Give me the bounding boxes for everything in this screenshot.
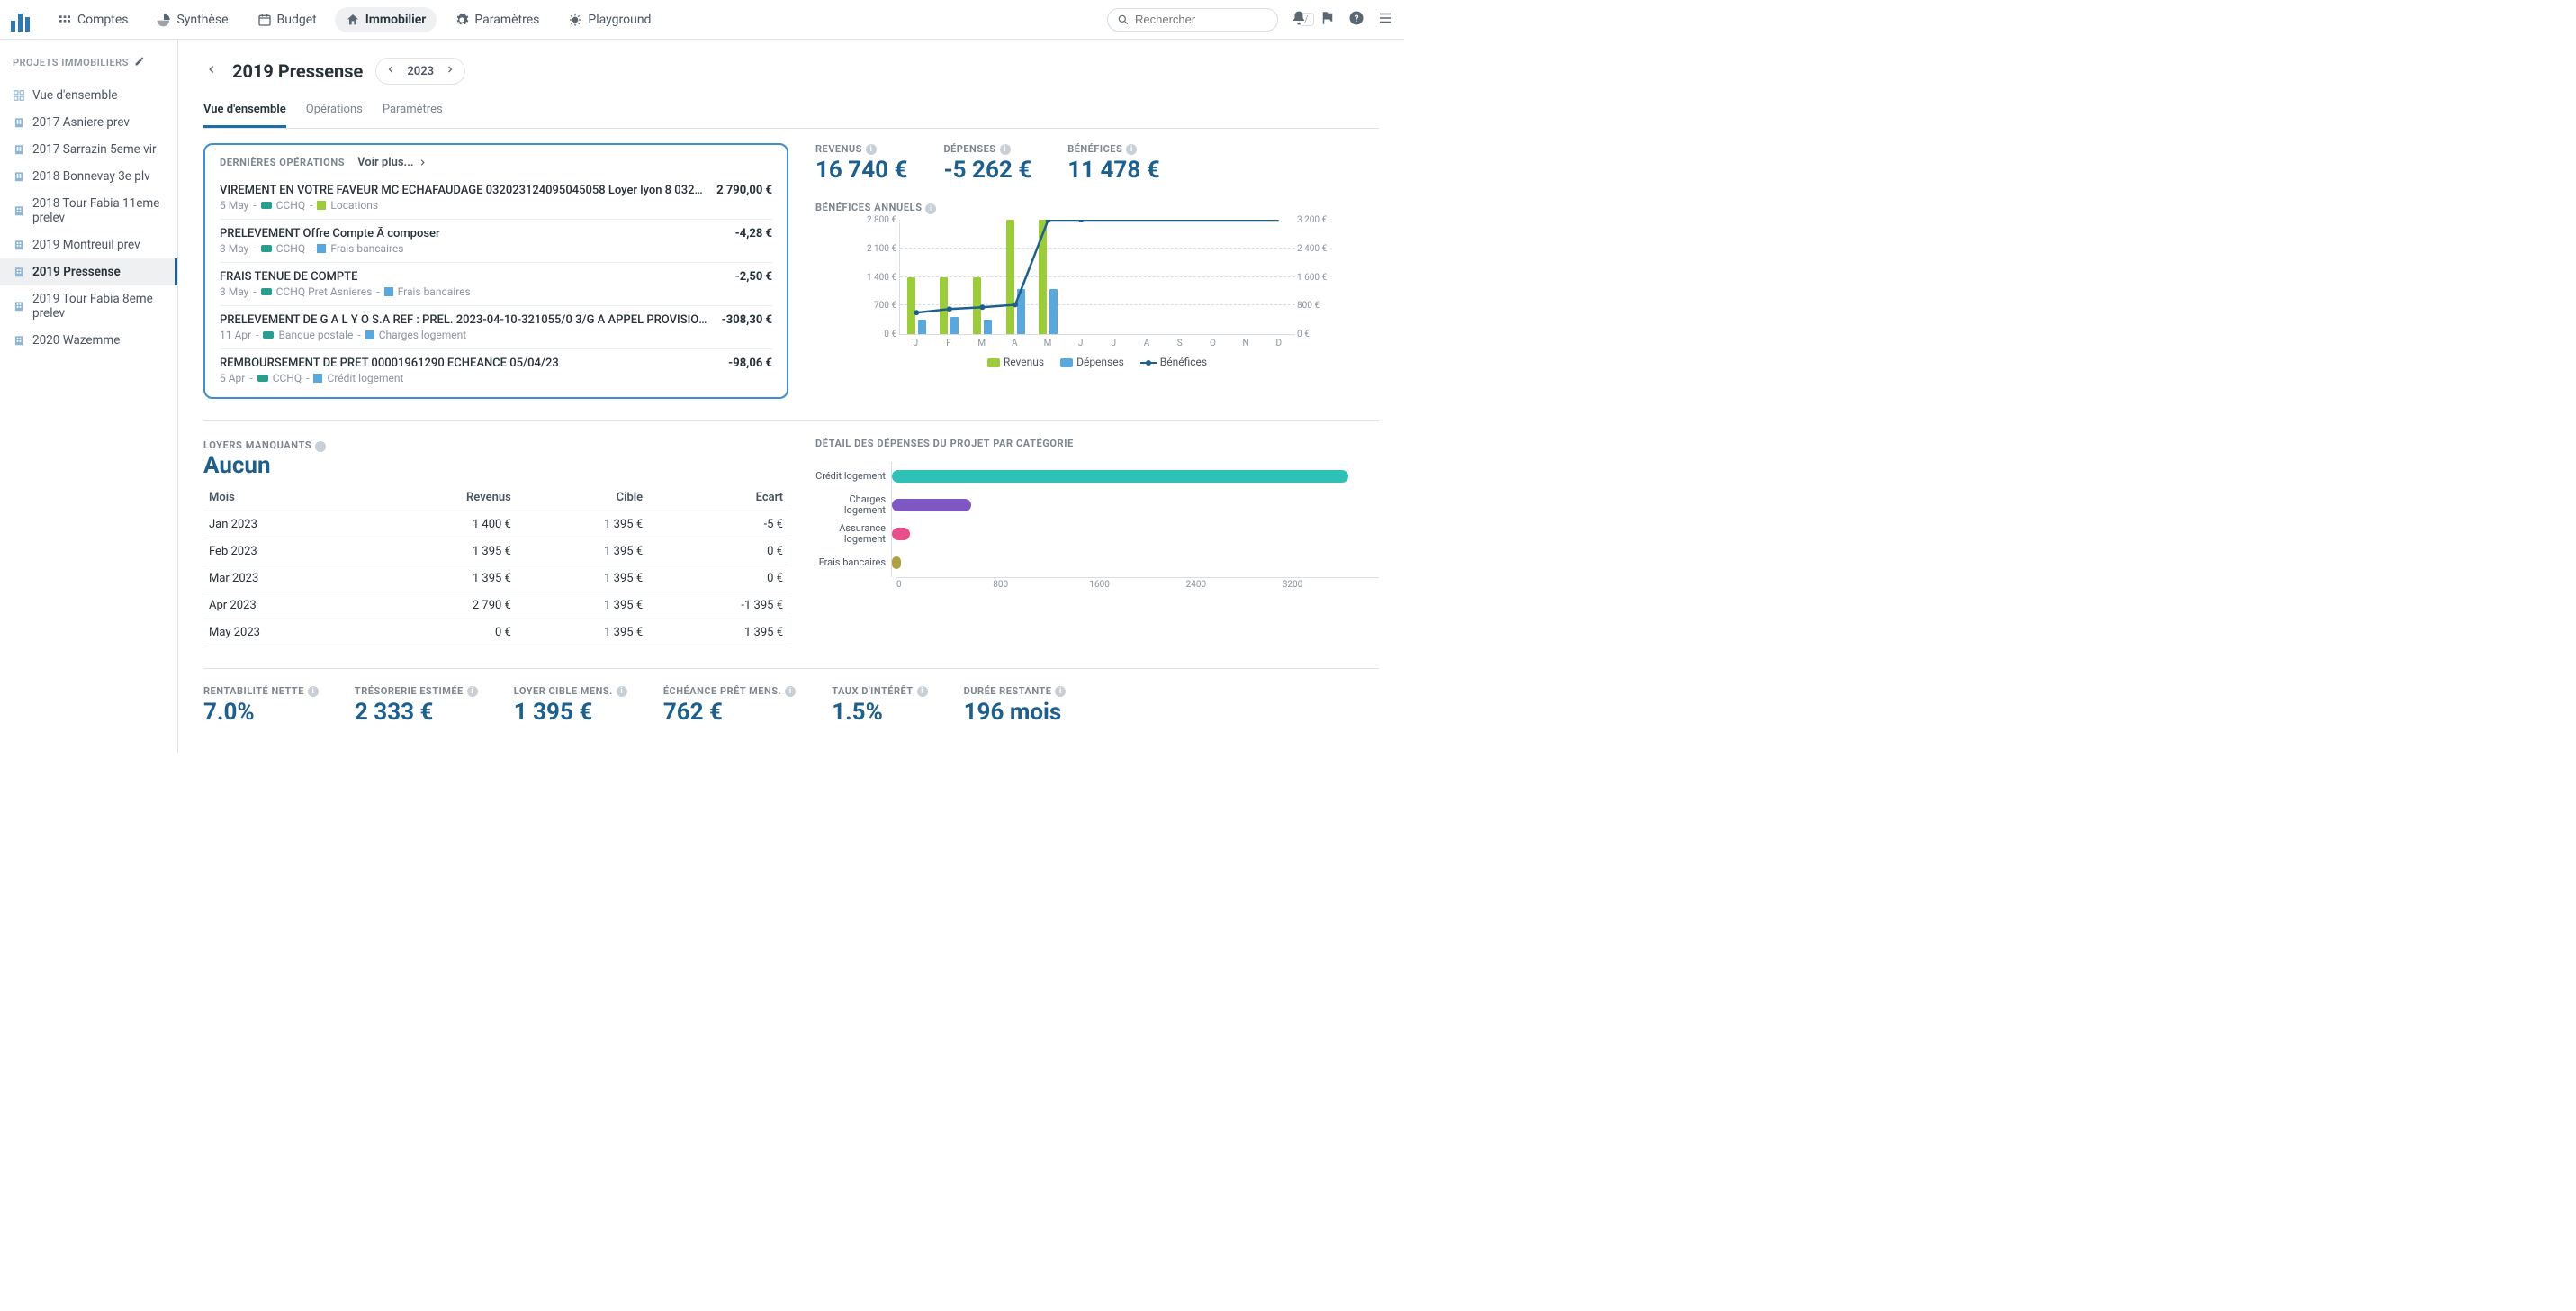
nav-immobilier[interactable]: Immobilier xyxy=(335,7,437,32)
kpi-bottom: RENTABILITÉ NETTE i7.0% xyxy=(203,685,319,726)
year-next-icon[interactable] xyxy=(443,62,457,80)
tab-oprations[interactable]: Opérations xyxy=(306,95,363,128)
benefits-chart: 0 €0 €700 €800 €1 400 €1 600 €2 100 €2 4… xyxy=(899,220,1295,335)
kpi-revenus: REVENUS i16 740 € xyxy=(815,143,907,184)
building-icon xyxy=(13,204,25,217)
sidebar-item[interactable]: 2019 Tour Fabia 8eme prelev xyxy=(0,285,177,327)
main-nav: Comptes Synthèse Budget Immobilier Paramètre… xyxy=(47,7,1107,32)
loyers-headline: Aucun xyxy=(203,452,788,479)
building-icon xyxy=(13,300,25,312)
loyers-title: LOYERS MANQUANTS xyxy=(203,439,311,451)
ops-more-link[interactable]: Voir plus... xyxy=(357,156,428,169)
flag-icon[interactable] xyxy=(1320,10,1336,30)
sidebar-item[interactable]: 2017 Sarrazin 5eme vir xyxy=(0,136,177,163)
nav-comptes[interactable]: Comptes xyxy=(47,7,139,32)
year-selector: 2023 xyxy=(375,58,465,85)
app-logo[interactable] xyxy=(11,8,34,32)
search-icon xyxy=(1117,13,1130,27)
building-icon xyxy=(13,89,25,102)
building-icon xyxy=(13,116,25,129)
operation-row[interactable]: REMBOURSEMENT DE PRET 00001961290 ECHEAN… xyxy=(220,349,772,392)
sidebar-item[interactable]: 2019 Montreuil prev xyxy=(0,231,177,258)
info-icon[interactable]: i xyxy=(467,686,478,697)
info-icon[interactable]: i xyxy=(308,686,319,697)
table-row: May 20230 €1 395 €1 395 € xyxy=(203,619,788,646)
help-icon[interactable]: ? xyxy=(1348,10,1365,30)
gear-icon xyxy=(455,13,469,27)
kpi-benefices: BÉNÉFICES i11 478 € xyxy=(1067,143,1159,184)
expense-chart: Crédit logementCharges logementAssurance… xyxy=(815,462,1379,590)
year-value: 2023 xyxy=(407,65,434,78)
back-icon[interactable] xyxy=(203,61,220,81)
menu-icon[interactable] xyxy=(1377,10,1393,30)
info-icon[interactable]: i xyxy=(925,203,936,214)
benef-chart-title: BÉNÉFICES ANNUELS xyxy=(815,202,923,213)
home-icon xyxy=(346,13,360,27)
nav-paramètres[interactable]: Paramètres xyxy=(444,7,550,32)
info-icon[interactable]: i xyxy=(315,441,326,452)
operation-row[interactable]: PRELEVEMENT Offre Compte Ã composer-4,28… xyxy=(220,220,772,263)
calendar-icon xyxy=(257,13,272,27)
svg-text:?: ? xyxy=(1355,14,1359,23)
pie-icon xyxy=(157,13,171,27)
operation-row[interactable]: VIREMENT EN VOTRE FAVEUR MC ECHAFAUDAGE … xyxy=(220,176,772,220)
year-prev-icon[interactable] xyxy=(383,62,398,80)
tabs: Vue d'ensemble Opérations Paramètres xyxy=(203,95,1379,129)
kpi-bottom: TRÉSORERIE ESTIMÉE i2 333 € xyxy=(355,685,478,726)
page-title: 2019 Pressense xyxy=(232,60,363,82)
table-row: Apr 20232 790 €1 395 €-1 395 € xyxy=(203,592,788,619)
building-icon xyxy=(13,170,25,183)
info-icon[interactable]: i xyxy=(1055,686,1066,697)
kpi-bottom: DURÉE RESTANTE i196 mois xyxy=(964,685,1067,726)
info-icon[interactable]: i xyxy=(1126,144,1137,155)
exp-chart-title: DÉTAIL DES DÉPENSES DU PROJET PAR CATÉGO… xyxy=(815,438,1379,449)
kpi-bottom: ÉCHÉANCE PRÊT MENS. i762 € xyxy=(663,685,796,726)
ops-title: DERNIÈRES OPÉRATIONS xyxy=(220,157,345,168)
kpi-depenses: DÉPENSES i-5 262 € xyxy=(943,143,1031,184)
bug-icon xyxy=(568,13,582,27)
bell-icon[interactable] xyxy=(1291,10,1307,30)
rent-table: MoisRevenusCibleEcart Jan 20231 400 €1 3… xyxy=(203,484,788,646)
sidebar-title: PROJETS IMMOBILIERS xyxy=(13,57,129,68)
tab-vuedensemble[interactable]: Vue d'ensemble xyxy=(203,95,286,128)
operation-row[interactable]: PRELEVEMENT DE G A L Y O S.A REF : PREL.… xyxy=(220,306,772,349)
kpi-bottom: LOYER CIBLE MENS. i1 395 € xyxy=(514,685,627,726)
info-icon[interactable]: i xyxy=(785,686,796,697)
nav-synthèse[interactable]: Synthèse xyxy=(146,7,239,32)
building-icon xyxy=(13,266,25,278)
sidebar: PROJETS IMMOBILIERS Vue d'ensemble2017 A… xyxy=(0,40,178,753)
info-icon[interactable]: i xyxy=(617,686,627,697)
table-row: Mar 20231 395 €1 395 €0 € xyxy=(203,565,788,592)
sidebar-item[interactable]: 2017 Asniere prev xyxy=(0,109,177,136)
sidebar-item[interactable]: Vue d'ensemble xyxy=(0,82,177,109)
grid-icon xyxy=(58,13,72,27)
info-icon[interactable]: i xyxy=(1000,144,1011,155)
sidebar-item[interactable]: 2018 Tour Fabia 11eme prelev xyxy=(0,190,177,231)
nav-playground[interactable]: Playground xyxy=(557,7,662,32)
kpi-bottom: TAUX D'INTÉRÊT i1.5% xyxy=(832,685,927,726)
search-box[interactable]: / xyxy=(1107,8,1278,32)
info-icon[interactable]: i xyxy=(917,686,928,697)
latest-operations-card: DERNIÈRES OPÉRATIONS Voir plus... VIREME… xyxy=(203,143,788,399)
operation-row[interactable]: FRAIS TENUE DE COMPTE-2,50 €3 May - CCHQ… xyxy=(220,263,772,306)
sidebar-item[interactable]: 2018 Bonnevay 3e plv xyxy=(0,163,177,190)
edit-icon[interactable] xyxy=(134,56,145,69)
info-icon[interactable]: i xyxy=(866,144,877,155)
building-icon xyxy=(13,239,25,251)
building-icon xyxy=(13,143,25,156)
nav-budget[interactable]: Budget xyxy=(247,7,328,32)
search-input[interactable] xyxy=(1135,13,1293,26)
table-row: Feb 20231 395 €1 395 €0 € xyxy=(203,538,788,565)
table-row: Jan 20231 400 €1 395 €-5 € xyxy=(203,511,788,538)
sidebar-item[interactable]: 2020 Wazemme xyxy=(0,327,177,354)
sidebar-item[interactable]: 2019 Pressense xyxy=(0,258,177,285)
building-icon xyxy=(13,334,25,347)
tab-paramtres[interactable]: Paramètres xyxy=(383,95,443,128)
